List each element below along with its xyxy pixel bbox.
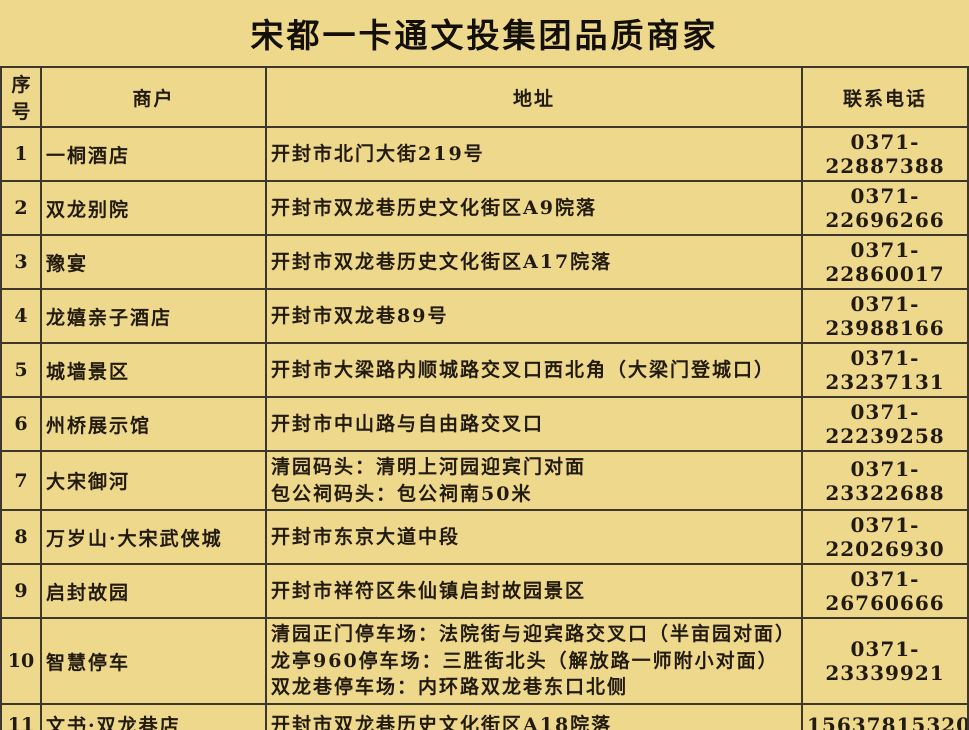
table-row: 9 启封故园 开封市祥符区朱仙镇启封故园景区 0371-26760666 (0, 563, 969, 620)
table-header: 序号 商户 地址 联系电话 (0, 66, 969, 128)
merchant-cell: 智慧停车 (40, 617, 267, 705)
table-row: 3 豫宴 开封市双龙巷历史文化街区A17院落 0371-22860017 (0, 234, 969, 290)
phone-cell: 0371-22696266 (801, 180, 969, 236)
address-cell: 开封市双龙巷历史文化街区A18院落 (265, 702, 803, 730)
header-address: 地址 (265, 66, 803, 128)
address-line: 开封市北门大街219号 (271, 142, 485, 165)
table-row: 7 大宋御河 清园码头：清明上河园迎宾门对面 包公祠码头：包公祠南50米 0371… (0, 449, 969, 512)
address-line: 开封市双龙巷历史文化街区A9院落 (271, 196, 597, 219)
row-number-cell: 6 (0, 396, 42, 452)
address-cell: 开封市双龙巷历史文化街区A9院落 (265, 180, 803, 236)
address-line: 开封市东京大道中段 (271, 525, 461, 548)
row-number-cell: 4 (0, 288, 42, 344)
row-number-cell: 9 (0, 563, 42, 620)
row-number-cell: 10 (0, 617, 42, 705)
phone-cell: 0371-23237131 (801, 342, 969, 398)
phone-cell: 15637815320 (801, 702, 969, 730)
row-number-cell: 2 (0, 180, 42, 236)
address-cell: 开封市大梁路内顺城路交叉口西北角（大梁门登城口） (265, 342, 803, 398)
address-line: 包公祠码头：包公祠南50米 (271, 482, 533, 505)
address-line: 清园码头：清明上河园迎宾门对面 (271, 456, 587, 478)
table-row: 11 文书·双龙巷店 开封市双龙巷历史文化街区A18院落 15637815320 (0, 702, 969, 730)
merchant-cell: 大宋御河 (40, 449, 267, 512)
header-row: 序号 商户 地址 联系电话 (0, 66, 969, 128)
address-cell: 清园正门停车场：法院街与迎宾路交叉口（半亩园对面）龙亭960停车场：三胜街北头（… (265, 617, 803, 705)
phone-cell: 0371-23322688 (801, 449, 969, 512)
merchant-cell: 龙嬉亲子酒店 (40, 288, 267, 344)
table-row: 5 城墙景区 开封市大梁路内顺城路交叉口西北角（大梁门登城口） 0371-232… (0, 342, 969, 398)
table-row: 1 一桐酒店 开封市北门大街219号 0371-22887388 (0, 126, 969, 182)
merchant-cell: 一桐酒店 (40, 126, 267, 182)
page-title: 宋都一卡通文投集团品质商家 (250, 16, 719, 55)
address-cell: 开封市双龙巷89号 (265, 288, 803, 344)
merchant-cell: 万岁山·大宋武侠城 (40, 509, 267, 566)
row-number-cell: 1 (0, 126, 42, 182)
table-row: 6 州桥展示馆 开封市中山路与自由路交叉口 0371-22239258 (0, 396, 969, 452)
address-cell: 开封市双龙巷历史文化街区A17院落 (265, 234, 803, 290)
row-number-cell: 7 (0, 449, 42, 512)
address-line: 开封市双龙巷历史文化街区A18院落 (271, 713, 613, 730)
address-cell: 清园码头：清明上河园迎宾门对面 包公祠码头：包公祠南50米 (265, 449, 803, 512)
address-cell: 开封市北门大街219号 (265, 126, 803, 182)
address-line: 开封市双龙巷历史文化街区A17院落 (271, 250, 613, 273)
phone-cell: 0371-22026930 (801, 509, 969, 566)
merchant-cell: 文书·双龙巷店 (40, 702, 267, 730)
merchant-table: 序号 商户 地址 联系电话 1 一桐酒店 开封市北门大街219号 0371-22… (0, 66, 969, 730)
header-number: 序号 (0, 66, 42, 128)
merchant-cell: 双龙别院 (40, 180, 267, 236)
table-row: 8 万岁山·大宋武侠城 开封市东京大道中段 0371-22026930 (0, 509, 969, 566)
header-phone: 联系电话 (801, 66, 969, 128)
row-number-cell: 3 (0, 234, 42, 290)
address-line: 清园正门停车场：法院街与迎宾路交叉口（半亩园对面）龙亭960停车场：三胜街北头（… (271, 623, 797, 699)
address-line: 开封市大梁路内顺城路交叉口西北角（大梁门登城口） (271, 358, 776, 381)
address-cell: 开封市中山路与自由路交叉口 (265, 396, 803, 452)
address-line: 开封市双龙巷89号 (271, 304, 449, 327)
table-body: 1 一桐酒店 开封市北门大街219号 0371-22887388 2 双龙别院 … (0, 126, 969, 730)
row-number-cell: 11 (0, 702, 42, 730)
merchant-cell: 启封故园 (40, 563, 267, 620)
table-row: 2 双龙别院 开封市双龙巷历史文化街区A9院落 0371-22696266 (0, 180, 969, 236)
address-cell: 开封市东京大道中段 (265, 509, 803, 566)
phone-cell: 0371-23988166 (801, 288, 969, 344)
address-cell: 开封市祥符区朱仙镇启封故园景区 (265, 563, 803, 620)
merchant-cell: 豫宴 (40, 234, 267, 290)
phone-cell: 0371-22239258 (801, 396, 969, 452)
phone-cell: 0371-23339921 (801, 617, 969, 705)
merchant-cell: 州桥展示馆 (40, 396, 267, 452)
table-row: 4 龙嬉亲子酒店 开封市双龙巷89号 0371-23988166 (0, 288, 969, 344)
phone-cell: 0371-22860017 (801, 234, 969, 290)
address-line: 开封市祥符区朱仙镇启封故园景区 (271, 579, 587, 602)
address-line: 开封市中山路与自由路交叉口 (271, 412, 545, 435)
header-merchant: 商户 (40, 66, 267, 128)
phone-cell: 0371-22887388 (801, 126, 969, 182)
row-number-cell: 5 (0, 342, 42, 398)
table-row: 10 智慧停车 清园正门停车场：法院街与迎宾路交叉口（半亩园对面）龙亭960停车… (0, 617, 969, 705)
merchant-cell: 城墙景区 (40, 342, 267, 398)
phone-cell: 0371-26760666 (801, 563, 969, 620)
row-number-cell: 8 (0, 509, 42, 566)
